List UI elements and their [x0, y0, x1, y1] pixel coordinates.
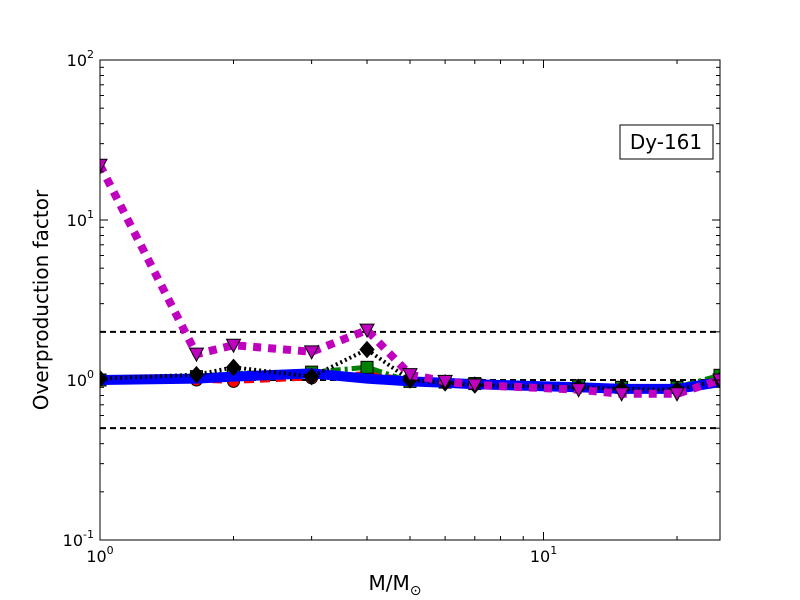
series-3-point-2 — [225, 358, 242, 377]
series-4-point-3 — [303, 345, 320, 360]
legend-box: Dy-161 — [619, 124, 714, 160]
series-4-point-1 — [188, 347, 205, 363]
series-4-point-4 — [359, 323, 375, 339]
series-3-point-0 — [100, 369, 108, 388]
series-1-point-4 — [360, 360, 374, 374]
y-tick-label-1: 100 — [67, 368, 94, 390]
series-4-point-10 — [669, 387, 685, 402]
series-layer — [100, 158, 720, 402]
y-tick-label-exp-1: 0 — [87, 368, 94, 381]
series-3-point-3 — [303, 367, 320, 386]
element-label: Dy-161 — [630, 130, 702, 154]
series-4-point-7 — [466, 378, 483, 394]
y-tick-label-base-2: 10 — [67, 211, 87, 230]
series-4-point-5 — [402, 368, 418, 383]
y-tick-label-base-0: 10 — [63, 531, 83, 550]
y-tick-label-exp-0: -1 — [83, 528, 94, 541]
series-4-point-6 — [437, 374, 453, 390]
y-tick-label-3: 102 — [67, 48, 94, 70]
x-tick-label-1: 101 — [530, 544, 557, 566]
y-tick-label-base-3: 10 — [67, 51, 87, 70]
x-tick-label-base-1: 10 — [530, 547, 550, 566]
y-tick-label-exp-2: 1 — [87, 208, 94, 221]
series-4-point-0 — [100, 158, 108, 174]
x-axis-label: M/M⊙ — [369, 571, 422, 599]
y-tick-label-base-1: 10 — [67, 371, 87, 390]
x-axis-label-main: M/M — [369, 571, 410, 595]
y-tick-label-0: 10-1 — [63, 528, 94, 550]
x-axis-label-sub: ⊙ — [410, 583, 422, 599]
y-axis-label: Overproduction factor — [29, 189, 53, 410]
y-tick-label-exp-3: 2 — [87, 48, 94, 61]
y-tick-label-2: 101 — [67, 208, 94, 230]
x-tick-label-base-0: 10 — [86, 547, 106, 566]
series-3-point-4 — [359, 340, 375, 359]
series-4-point-2 — [225, 338, 242, 354]
series-line-4 — [100, 163, 720, 398]
x-tick-label-0: 100 — [86, 544, 113, 566]
series-4-point-9 — [613, 387, 630, 402]
x-tick-label-exp-1: 1 — [550, 544, 557, 557]
x-tick-label-exp-0: 0 — [107, 544, 114, 557]
legend-box-frame — [619, 124, 714, 160]
series-3-point-1 — [188, 365, 205, 384]
series-4-point-8 — [570, 383, 587, 398]
